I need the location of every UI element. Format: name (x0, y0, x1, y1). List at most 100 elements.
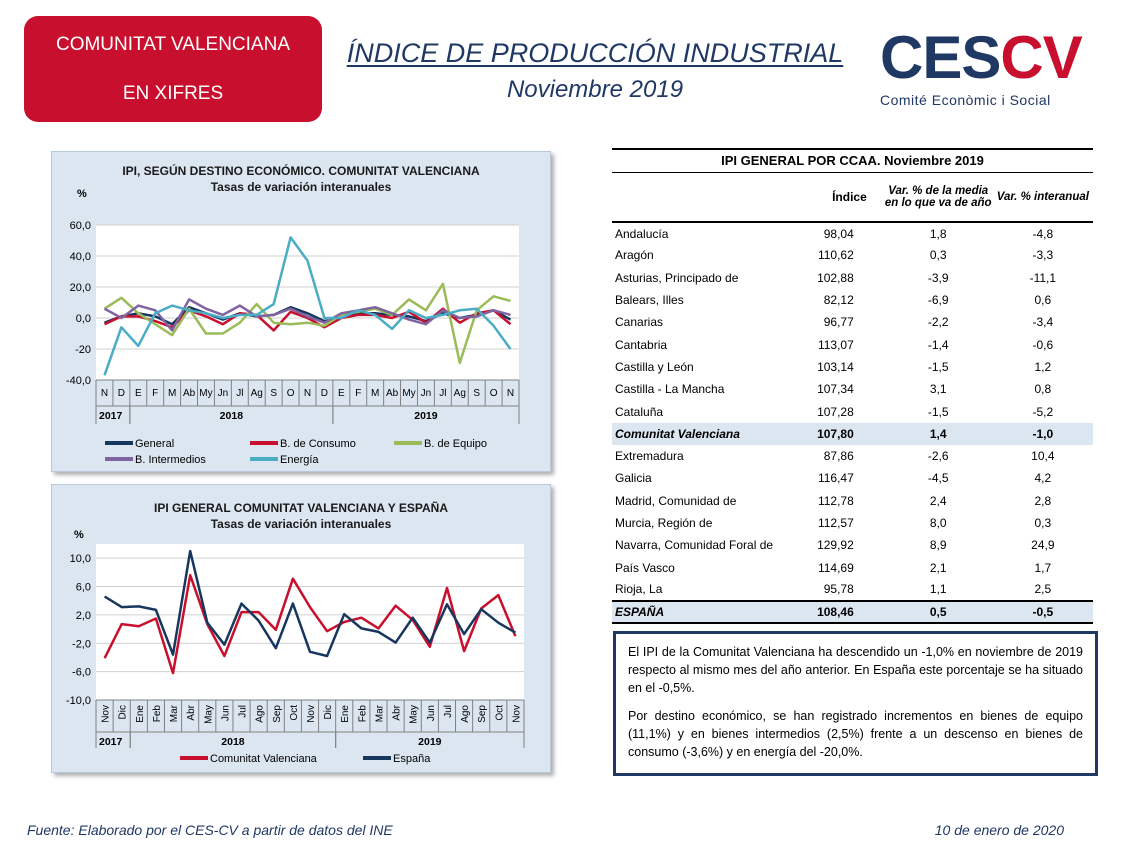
indice-value: 102,88 (817, 270, 854, 285)
logo-ces-text: CES (880, 24, 1001, 91)
region-name: Madrid, Comunidad de (615, 493, 737, 508)
region-name: Aragón (615, 248, 654, 263)
media-value: 8,0 (929, 516, 947, 530)
x-tick-label: S (473, 388, 480, 399)
x-tick-label: Abr (186, 704, 197, 720)
interanual-value: -0,5 (992, 600, 1093, 625)
year-group-label: 2019 (418, 736, 442, 748)
table-row: Asturias, Principado de 102,88 -3,9 -11,1 (612, 267, 1093, 289)
indice-value: 107,28 (817, 404, 854, 419)
interanual-value: 24,9 (1031, 538, 1055, 553)
indice-value: 107,80 (815, 422, 884, 445)
media-value: 0,3 (929, 248, 947, 263)
y-tick-label: 40,0 (70, 251, 91, 263)
x-tick-label: Ag (251, 388, 263, 399)
x-tick-label: D (118, 388, 125, 399)
x-tick-label: Ago (460, 705, 471, 723)
x-tick-label: Oct (494, 705, 505, 721)
table-row: Canarias 96,77 -2,2 -3,4 (612, 311, 1093, 333)
x-tick-label: Feb (357, 705, 368, 723)
indice-value: 110,62 (817, 248, 854, 263)
x-tick-label: F (152, 388, 158, 399)
x-tick-label: E (135, 388, 142, 399)
x-tick-label: Jun (426, 705, 437, 721)
media-value: -1,5 (927, 359, 949, 374)
interanual-value: 0,8 (1034, 382, 1052, 397)
chart1-subtitle: Tasas de variación interanuales (210, 180, 392, 194)
indice-value: 107,34 (817, 382, 854, 397)
x-tick-label: Ene (135, 705, 146, 723)
media-value: -2,6 (927, 449, 949, 464)
y-tick-label: 6,0 (76, 582, 91, 594)
x-tick-label: Ago (255, 705, 266, 723)
series-line-b-de-consumo (103, 307, 512, 332)
interanual-value: 2,5 (1034, 582, 1052, 597)
table-row: Cataluña 107,28 -1,5 -5,2 (612, 400, 1093, 422)
media-value: -2,2 (927, 315, 949, 330)
media-value: -1,4 (927, 337, 949, 352)
x-tick-label: O (490, 388, 498, 399)
plot-area (96, 544, 524, 700)
table-row: Castilla y León 103,14 -1,5 1,2 (612, 356, 1093, 378)
x-tick-label: Sep (272, 705, 283, 723)
summary-paragraph-2: Por destino económico, se han registrado… (628, 709, 1083, 759)
x-tick-label: Ene (340, 705, 351, 723)
x-tick-label: Dic (118, 705, 129, 719)
series-line-b-de-equipo (103, 282, 511, 365)
indice-value: 95,78 (823, 582, 854, 597)
summary-paragraph-1: El IPI de la Comunitat Valenciana ha des… (628, 645, 1083, 695)
chart1-svg: 60,040,020,00,0-20-40,0%N D E F M Ab My Jn Jl Ag S… (66, 188, 520, 466)
x-tick-label: Jun (220, 705, 231, 721)
cescv-logo: CESCV Comité Econòmic i Social (880, 28, 1100, 118)
region-name: ESPAÑA (612, 600, 816, 625)
x-tick-label: Jn (218, 388, 229, 399)
summary-textbox: El IPI de la Comunitat Valenciana ha des… (613, 631, 1098, 776)
indice-value: 87,86 (823, 449, 854, 464)
x-tick-label: M (371, 388, 379, 399)
media-value: 1,8 (929, 226, 947, 241)
x-tick-label: N (304, 388, 311, 399)
region-name: Extremadura (615, 449, 684, 464)
series-line-energía (103, 236, 512, 376)
region-name: Andalucía (615, 226, 669, 241)
table-row: Castilla - La Mancha 107,34 3,1 0,8 (612, 378, 1093, 400)
year-group-label: 2017 (99, 410, 123, 422)
legend-label: B. de Equipo (424, 438, 487, 450)
x-tick-label: Ab (386, 388, 399, 399)
region-badge: COMUNITAT VALENCIANA EN XIFRES (24, 16, 322, 122)
indice-value: 114,69 (817, 560, 854, 575)
y-tick-label: 20,0 (70, 282, 91, 294)
x-tick-label: D (321, 388, 328, 399)
x-tick-label: F (355, 388, 361, 399)
media-value: 0,5 (883, 600, 993, 625)
x-tick-label: N (101, 388, 108, 399)
series-line-general (104, 305, 512, 326)
x-tick-label: Nov (101, 705, 112, 723)
chart2-subtitle: Tasas de variación interanuales (210, 517, 392, 531)
media-value: 1,1 (929, 582, 947, 597)
plot-area (96, 225, 519, 380)
x-tick-label: Mar (374, 704, 385, 722)
region-name: Castilla y León (615, 359, 694, 374)
x-tick-label: Jn (421, 388, 432, 399)
x-tick-label: Feb (152, 705, 163, 723)
interanual-value: -1,0 (992, 422, 1093, 445)
region-name: Murcia, Región de (615, 516, 713, 530)
table-row: Murcia, Región de 112,57 8,0 0,3 (612, 512, 1093, 534)
media-value: -6,9 (927, 293, 949, 308)
indice-value: 108,46 (815, 600, 884, 625)
y-tick-label: -2,0 (72, 638, 91, 650)
table-row: Rioja, La 95,78 1,1 2,5 (612, 579, 1093, 601)
x-tick-label: My (402, 388, 415, 399)
x-tick-label: Jl (236, 388, 243, 399)
legend-label: España (393, 753, 431, 765)
legend-label: B. de Consumo (280, 438, 356, 450)
media-value: 8,9 (929, 538, 947, 553)
x-tick-label: S (270, 388, 277, 399)
series-line-españa (103, 549, 517, 658)
region-name: Canarias (615, 315, 664, 330)
page-subtitle: Noviembre 2019 (506, 76, 684, 103)
x-tick-label: Mar (169, 704, 180, 722)
ipi-ccaa-table: IPI GENERAL POR CCAA. Noviembre 2019 Índ… (612, 148, 1093, 625)
y-tick-label: -40,0 (66, 375, 91, 387)
